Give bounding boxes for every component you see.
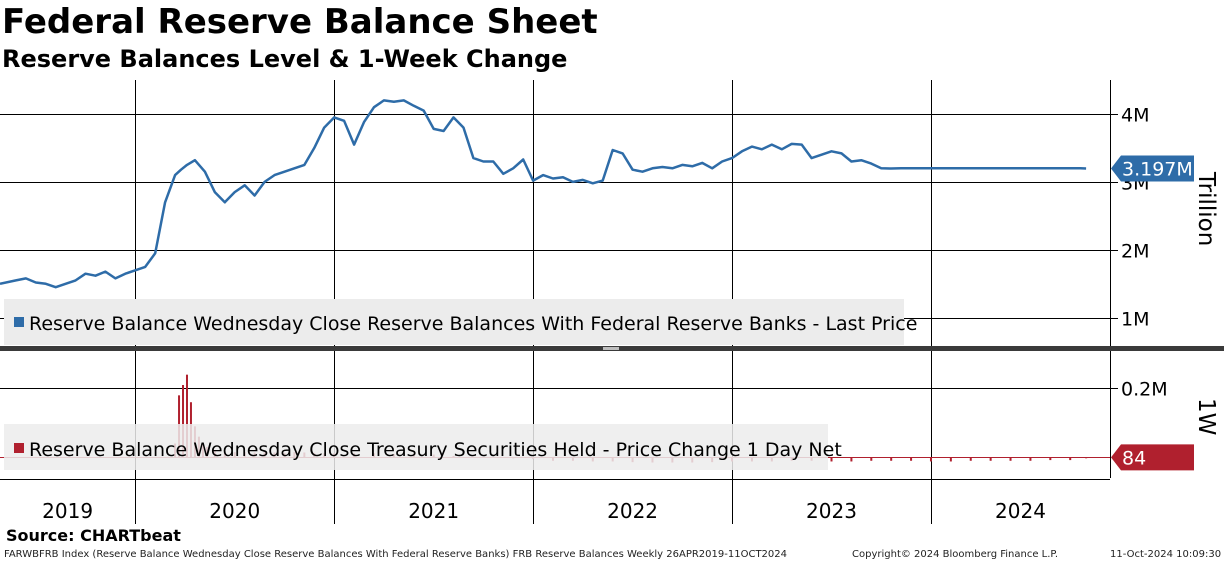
change-bar	[949, 457, 952, 462]
x-tick-label-2024: 2024	[995, 499, 1046, 523]
change-unit-label: 1W	[1193, 398, 1219, 435]
change-bar	[1009, 457, 1012, 461]
level-last-value-tag	[1111, 155, 1194, 182]
change-bar	[182, 385, 185, 458]
footer-timestamp: 11-Oct-2024 10:09:30	[1110, 549, 1222, 560]
level-last-value: 3.197M	[1122, 159, 1193, 181]
footer-copyright: Copyright© 2024 Bloomberg Finance L.P.	[852, 549, 1059, 560]
change-bar	[830, 457, 833, 462]
change-bar	[1029, 457, 1032, 461]
change-legend-swatch	[14, 443, 24, 453]
change-bar	[185, 374, 188, 458]
level-unit-label: Trillion	[1193, 171, 1219, 246]
source-label: Source: CHARTbeat	[6, 526, 181, 545]
level-series-line	[0, 99, 1087, 289]
change-legend-label: Reserve Balance Wednesday Close Treasury…	[29, 439, 842, 461]
level-legend-label: Reserve Balance Wednesday Close Reserve …	[29, 313, 917, 335]
change-legend-box	[4, 424, 828, 470]
change-bar	[1049, 457, 1052, 461]
x-tick-label-2023: 2023	[806, 499, 857, 523]
x-tick-label-2021: 2021	[408, 499, 459, 523]
change-bar	[890, 457, 893, 461]
x-tick-label-2022: 2022	[607, 499, 658, 523]
level-legend-swatch	[14, 317, 24, 327]
footer-description: FARWBFRB Index (Reserve Balance Wednesda…	[4, 549, 788, 560]
change-bar	[850, 457, 853, 462]
change-last-value-tag	[1111, 444, 1194, 471]
change-bar	[870, 457, 873, 461]
change-bar	[969, 457, 972, 461]
chart-subtitle: Reserve Balances Level & 1-Week Change	[2, 45, 568, 73]
change-bar	[1069, 457, 1072, 461]
change-bar	[910, 457, 913, 461]
level-tick-label: 1M	[1121, 309, 1149, 331]
level-tick-label: 2M	[1121, 241, 1149, 263]
change-bar	[929, 457, 932, 462]
change-bar	[989, 457, 992, 461]
change-tick-label: 0.2M	[1121, 379, 1168, 401]
change-bar	[1085, 457, 1088, 459]
change-last-value: 84	[1122, 447, 1146, 469]
panel-divider-grip	[603, 347, 619, 350]
level-tick-label: 4M	[1121, 105, 1149, 127]
level-legend-box	[4, 299, 904, 345]
chart-title: Federal Reserve Balance Sheet	[2, 2, 598, 42]
x-tick-label-2019: 2019	[42, 499, 93, 523]
x-tick-label-2020: 2020	[209, 499, 260, 523]
